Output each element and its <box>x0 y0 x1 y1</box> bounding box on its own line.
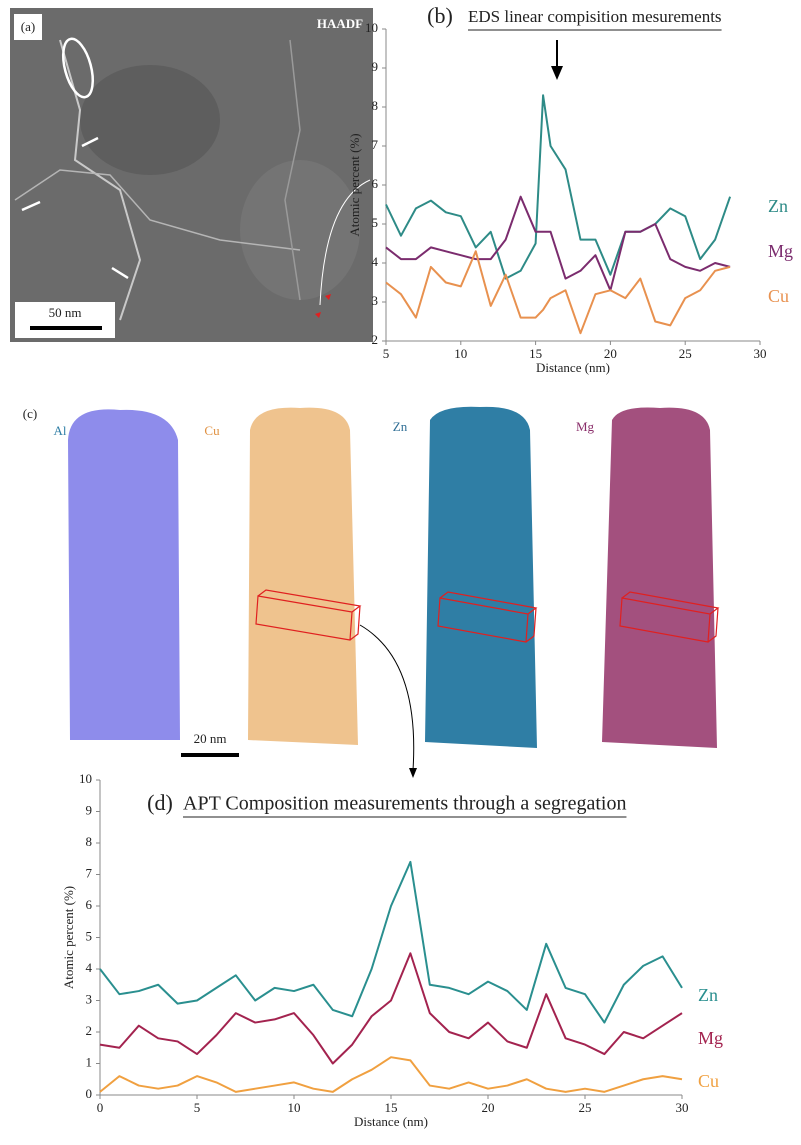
y-axis-label: Atomic percent (%) <box>347 133 362 236</box>
series-line <box>99 860 683 1024</box>
micrograph-a: (a) HAADF 50 nm <box>10 8 373 342</box>
y-tick-label: 5 <box>372 215 379 230</box>
x-tick-label: 0 <box>97 1100 104 1115</box>
x-axis-label: Distance (nm) <box>354 1114 428 1129</box>
map-label: Mg <box>576 419 595 434</box>
x-tick-label: 25 <box>679 346 692 361</box>
x-tick-label: 5 <box>383 346 390 361</box>
x-tick-label: 5 <box>194 1100 201 1115</box>
x-tick-label: 25 <box>579 1100 592 1115</box>
mode-label: HAADF <box>317 16 363 31</box>
series-line <box>385 94 732 280</box>
x-tick-label: 10 <box>288 1100 301 1115</box>
y-tick-label: 8 <box>372 98 379 113</box>
chart-title: EDS linear compisition mesurements <box>468 7 722 26</box>
x-tick-label: 20 <box>482 1100 495 1115</box>
y-tick-label: 6 <box>372 176 379 191</box>
y-tick-label: 4 <box>372 254 379 269</box>
y-tick-label: 4 <box>86 960 93 975</box>
y-tick-label: 10 <box>365 20 378 35</box>
y-tick-label: 1 <box>86 1054 93 1069</box>
y-tick-label: 8 <box>86 834 93 849</box>
x-tick-label: 10 <box>454 346 467 361</box>
x-axis-label: Distance (nm) <box>536 360 610 375</box>
map-label: Zn <box>393 419 408 434</box>
legend-label: Zn <box>698 985 718 1005</box>
panel-label: (b) <box>427 3 453 28</box>
y-tick-label: 6 <box>86 897 93 912</box>
scale-bar-label: 20 nm <box>194 731 227 746</box>
series-line <box>99 952 683 1065</box>
y-axis-label: Atomic percent (%) <box>61 886 76 989</box>
x-tick-label: 15 <box>529 346 542 361</box>
y-tick-label: 10 <box>79 771 92 786</box>
y-tick-label: 9 <box>372 59 379 74</box>
y-tick-label: 7 <box>372 137 379 152</box>
map-label: Al <box>54 423 67 438</box>
atom-maps: (c) Al Cu Zn Mg 20 nm <box>23 406 720 778</box>
map-label: Cu <box>204 423 220 438</box>
panel-label: (c) <box>23 406 37 421</box>
y-tick-label: 7 <box>86 865 93 880</box>
panel-label: (d) <box>147 790 173 815</box>
x-tick-label: 30 <box>754 346 767 361</box>
scale-bar-label: 50 nm <box>49 305 82 320</box>
series-line <box>385 250 731 335</box>
chart-title: APT Composition measurements through a s… <box>183 793 626 815</box>
series-line <box>385 195 731 292</box>
y-tick-label: 2 <box>372 332 379 347</box>
legend-label: Mg <box>698 1028 723 1048</box>
y-tick-label: 3 <box>372 293 379 308</box>
y-tick-label: 3 <box>86 991 93 1006</box>
legend-label: Zn <box>768 196 788 216</box>
y-tick-label: 9 <box>86 802 93 817</box>
x-tick-label: 15 <box>385 1100 398 1115</box>
legend-label: Mg <box>768 241 793 261</box>
y-tick-label: 5 <box>86 928 93 943</box>
y-tick-label: 2 <box>86 1023 93 1038</box>
legend-label: Cu <box>768 286 789 306</box>
legend-label: Cu <box>698 1071 719 1091</box>
peak-arrow <box>551 66 563 80</box>
series-line <box>99 1056 683 1093</box>
x-tick-label: 20 <box>604 346 617 361</box>
y-tick-label: 0 <box>86 1086 93 1101</box>
x-tick-label: 30 <box>676 1100 689 1115</box>
panel-label: (a) <box>21 19 35 34</box>
